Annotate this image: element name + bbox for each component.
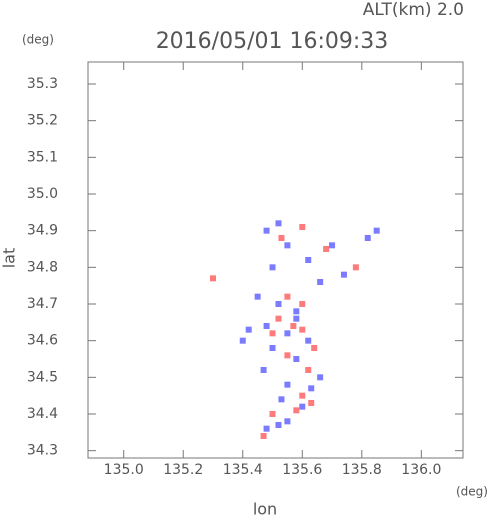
echo-point (293, 407, 300, 414)
echo-point (308, 400, 315, 406)
echo-point (311, 345, 318, 351)
echo-point (352, 264, 359, 271)
echo-point (284, 242, 291, 249)
echo-point (323, 246, 330, 252)
x-tick-label: 135.0 (104, 462, 144, 478)
y-tick-label: 34.4 (27, 406, 58, 422)
echo-point (373, 227, 380, 234)
echo-point (299, 403, 306, 410)
y-tick-label: 34.7 (27, 296, 58, 312)
y-tick-label: 35.3 (27, 76, 58, 92)
echo-point (305, 367, 312, 373)
echo-point (263, 323, 270, 329)
echo-point (278, 396, 285, 403)
echo-point (284, 381, 291, 388)
x-tick-label: 136.0 (401, 462, 441, 478)
echo-point (340, 271, 347, 278)
x-tick-label: 135.6 (282, 462, 322, 478)
x-tick-label: 135.4 (223, 462, 263, 478)
echo-point (269, 345, 276, 351)
y-tick-label: 34.5 (27, 369, 58, 385)
echo-point (254, 293, 261, 300)
echo-point (293, 315, 300, 322)
echo-point (308, 385, 315, 392)
echo-point (284, 418, 291, 425)
echo-point (269, 411, 276, 417)
x-tick-label: 135.2 (163, 462, 203, 478)
echo-point (329, 242, 336, 249)
echo-point (305, 337, 312, 344)
y-tick-label: 34.6 (27, 333, 58, 349)
echo-point (299, 326, 306, 333)
echo-point (290, 323, 297, 329)
echo-point (317, 374, 324, 381)
echo-point (299, 301, 306, 307)
y-tick-label: 35.0 (27, 186, 58, 202)
x-tick-label: 135.8 (342, 462, 382, 478)
x-axis-label: lon (253, 500, 277, 519)
plot-frame (87, 61, 464, 459)
echo-point (263, 425, 270, 432)
y-tick-label: 34.3 (27, 443, 58, 459)
echo-point (284, 330, 291, 337)
echo-point (293, 356, 300, 362)
echo-point (275, 220, 282, 227)
echo-point (260, 367, 267, 373)
chart-title: 2016/05/01 16:09:33 (156, 29, 389, 54)
echo-point (299, 392, 306, 399)
echo-point (275, 422, 282, 428)
echo-point (293, 308, 300, 315)
x-unit: (deg) (456, 485, 488, 499)
y-tick-label: 34.9 (27, 223, 58, 239)
echo-point (210, 275, 216, 282)
echo-point (299, 224, 306, 230)
echo-point (260, 433, 267, 439)
echo-point (305, 257, 312, 263)
echo-point (364, 235, 371, 241)
echo-point (275, 315, 282, 322)
echo-point (284, 352, 291, 359)
echo-point (284, 293, 291, 300)
echo-point (263, 227, 270, 234)
y-tick-label: 35.1 (27, 149, 58, 165)
y-tick-label: 35.2 (27, 113, 58, 129)
echo-point (239, 337, 246, 344)
echo-point (269, 330, 276, 337)
echo-point (245, 326, 252, 333)
echo-point (317, 279, 324, 285)
echo-point (269, 264, 276, 271)
altitude-label: ALT(km) 2.0 (363, 0, 464, 20)
y-unit: (deg) (22, 33, 54, 47)
echo-point (278, 235, 285, 241)
echo-point (275, 301, 282, 307)
y-axis-label: lat (0, 248, 19, 269)
y-tick-label: 34.8 (27, 259, 58, 275)
